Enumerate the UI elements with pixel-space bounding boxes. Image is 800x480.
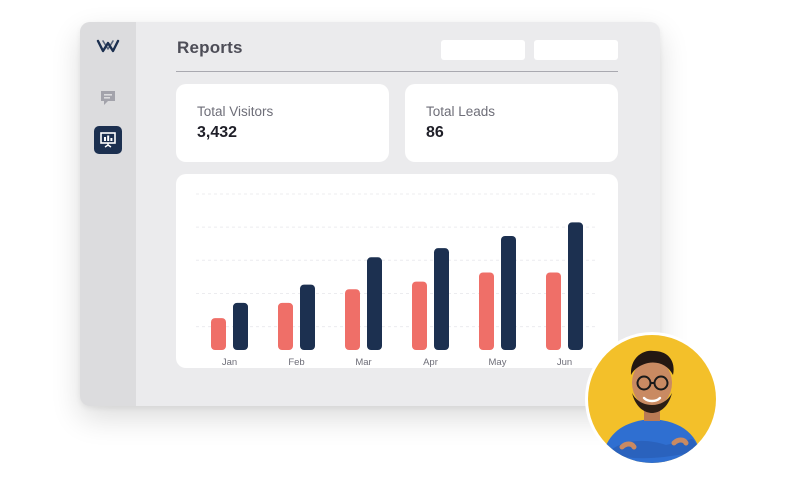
- sidebar: [80, 22, 136, 406]
- bar-feb-2: [300, 284, 315, 350]
- bar-jan-2: [233, 302, 248, 350]
- x-tick-label: Jan: [222, 357, 237, 368]
- bar-jun-1: [546, 272, 561, 350]
- page-title: Reports: [177, 38, 243, 57]
- bar-feb-1: [278, 302, 293, 350]
- stat-label: Total Visitors: [197, 104, 274, 119]
- bar-mar-1: [345, 289, 360, 350]
- stat-card-visitors: Total Visitors 3,432: [176, 84, 389, 162]
- bar-apr-1: [412, 281, 427, 350]
- presentation-chart-icon[interactable]: [94, 126, 122, 154]
- x-tick-label: Jun: [557, 357, 572, 368]
- stat-value: 3,432: [197, 124, 238, 141]
- bar-may-2: [501, 236, 516, 350]
- person-illustration: [602, 350, 702, 463]
- bar-jan-1: [211, 318, 226, 350]
- chat-icon[interactable]: [94, 84, 122, 112]
- bar-jun-2: [568, 222, 583, 350]
- stat-value: 86: [426, 124, 444, 141]
- header-button-1[interactable]: [441, 40, 525, 60]
- avatar: [588, 335, 716, 463]
- bar-mar-2: [367, 257, 382, 350]
- app-window: Reports Total Visitors 3,432 Total Leads…: [80, 22, 660, 406]
- stat-label: Total Leads: [426, 104, 496, 119]
- bar-may-1: [479, 272, 494, 350]
- chart-card: Jan Feb Mar Apr May Jun: [176, 174, 618, 368]
- x-tick-label: Mar: [355, 357, 371, 368]
- x-tick-label: May: [489, 357, 507, 368]
- stat-card-leads: Total Leads 86: [405, 84, 618, 162]
- header-divider: [176, 71, 618, 72]
- x-tick-label: Apr: [423, 357, 438, 368]
- bar-apr-2: [434, 248, 449, 350]
- x-tick-label: Feb: [288, 357, 304, 368]
- logo-icon[interactable]: [94, 32, 122, 60]
- header-button-2[interactable]: [534, 40, 618, 60]
- bar-chart: Jan Feb Mar Apr May Jun: [196, 193, 598, 368]
